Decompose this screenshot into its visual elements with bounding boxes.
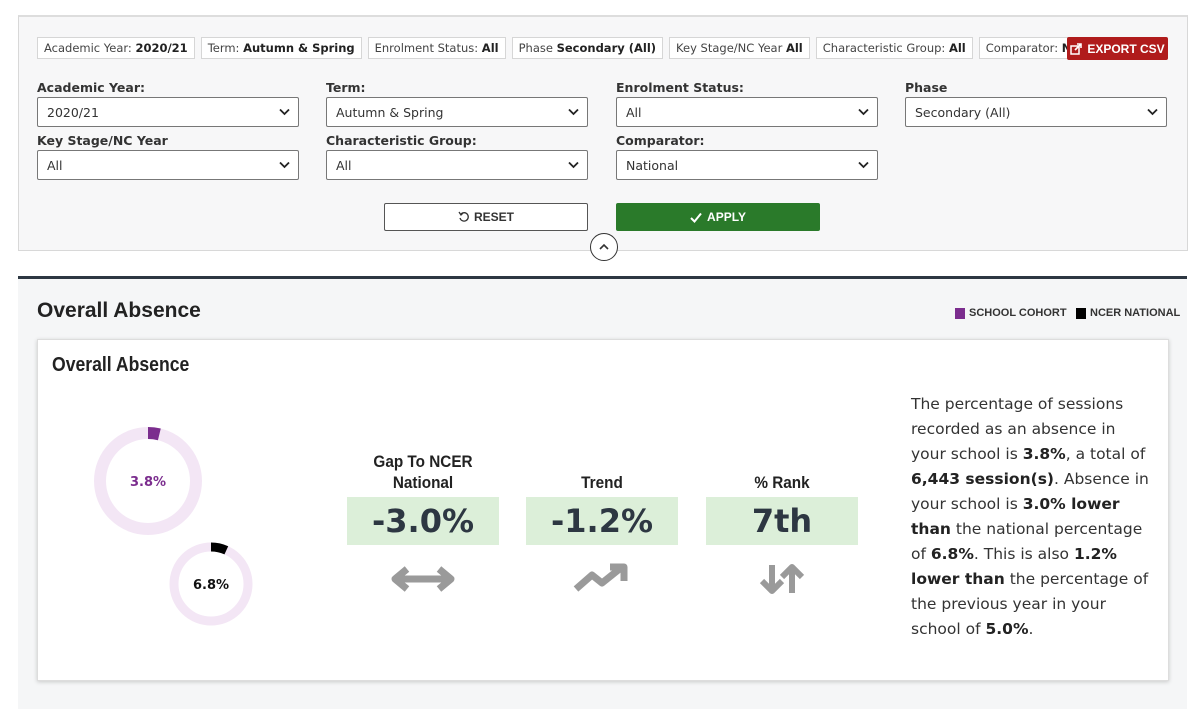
filter-tag-label: Term: <box>207 41 240 55</box>
metric-value: -3.0% <box>347 497 499 545</box>
filter-panel: Academic Year: 2020/21 Term: Autumn & Spr… <box>18 15 1188 261</box>
description-text: 1.2% lower than <box>911 545 1117 588</box>
description-text: the percentage of the previous year in y… <box>911 570 1149 638</box>
filter-select[interactable]: All <box>37 150 299 180</box>
absence-card: Overall Absence 3.8% 6.8% The percentage … <box>37 339 1169 681</box>
filter-select[interactable]: All <box>326 150 588 180</box>
filter-select-value: National <box>626 157 679 173</box>
filter-tag: Academic Year: 2020/21 <box>37 37 195 59</box>
card-title: Overall Absence <box>52 354 190 376</box>
filter-select-value: All <box>47 157 63 173</box>
description-text: The percentage of sessions recorded as a… <box>911 395 1124 463</box>
chevron <box>568 108 579 116</box>
description-text: 5.0% <box>985 620 1029 638</box>
filter-label: Comparator: <box>616 133 705 148</box>
donut-label: 3.8% <box>130 475 166 490</box>
reset-button[interactable]: RESET <box>384 203 588 231</box>
legend-item: NCER NATIONAL <box>1076 307 1180 319</box>
export-label: EXPORT CSV <box>1087 41 1165 56</box>
donut-arc <box>210 542 229 555</box>
legend-label: NCER NATIONAL <box>1090 307 1181 319</box>
filter-tag-label: Comparator: <box>985 41 1059 55</box>
donut-label: 6.8% <box>193 578 229 593</box>
filter-label: Academic Year: <box>37 80 145 95</box>
filter-tag: Term: Autumn & Spring <box>200 37 362 59</box>
legend-label: SCHOOL COHORT <box>969 307 1067 319</box>
filter-tag: Phase Secondary (All) <box>511 37 664 59</box>
metric-value: 7th <box>706 497 858 545</box>
legend-item: SCHOOL COHORT <box>955 307 1067 319</box>
filter-label: Characteristic Group: <box>326 133 477 148</box>
filter-select-value: All <box>336 157 352 173</box>
filter-select[interactable]: All <box>616 97 878 127</box>
filter-tag-value: All <box>785 41 803 55</box>
filter-select[interactable]: 2020/21 <box>37 97 299 127</box>
description-text: the national percentage of <box>911 520 1143 563</box>
description: The percentage of sessions recorded as a… <box>911 392 1151 642</box>
collapse-button[interactable] <box>590 233 618 261</box>
donut-charts: 3.8% 6.8% <box>94 427 253 626</box>
filter-tag-value: All <box>481 41 499 55</box>
metric-label: Gap To NCER National <box>373 452 473 492</box>
metric-value: -1.2% <box>526 497 678 545</box>
filter-tag-label: Enrolment Status: <box>374 41 479 55</box>
description-text: 3.0% lower than <box>911 495 1120 538</box>
description-text: . <box>1028 620 1034 638</box>
filter-tag-value: Autumn & Spring <box>243 41 355 55</box>
export-button[interactable]: EXPORT CSV <box>1067 37 1168 60</box>
legend-swatch <box>1076 307 1086 319</box>
filter-tag-label: Key Stage/NC Year <box>676 41 783 55</box>
filter-label: Phase <box>905 80 948 95</box>
filter-tag-value: All <box>948 41 966 55</box>
export-icon <box>1070 42 1083 55</box>
chevron <box>279 161 290 169</box>
reset-label: RESET <box>473 210 514 224</box>
description-text: 3.8% <box>1022 445 1066 463</box>
filter-select[interactable]: Secondary (All) <box>905 97 1167 127</box>
filter-tag: Characteristic Group: All <box>815 37 973 59</box>
chevron <box>279 108 290 116</box>
filter-select-value: Autumn & Spring <box>336 104 444 120</box>
filter-label: Key Stage/NC Year <box>37 133 168 148</box>
filter-tag: Key Stage/NC Year All <box>669 37 810 59</box>
filter-tag-label: Phase <box>518 41 553 55</box>
filter-select[interactable]: Autumn & Spring <box>326 97 588 127</box>
filter-select-value: All <box>626 104 642 120</box>
description-text: 6,443 session(s) <box>911 470 1055 488</box>
filter-select[interactable]: National <box>616 150 878 180</box>
absence-section: Overall Absence Overall Absence 3.8% 6.8%… <box>18 276 1187 709</box>
apply-button[interactable]: APPLY <box>616 203 820 231</box>
metric-icon <box>573 563 628 592</box>
filter-tags: Academic Year: 2020/21 Term: Autumn & Spr… <box>37 37 1124 59</box>
filter-tag: Enrolment Status: All <box>367 37 506 59</box>
collapse-icon <box>599 243 609 250</box>
description-text: . This is also <box>973 545 1074 563</box>
metric-label: Trend <box>581 473 623 492</box>
chevron <box>568 161 579 169</box>
metric-icon <box>391 566 455 592</box>
metric-icon <box>759 564 805 594</box>
chevron <box>858 161 869 169</box>
donut-arc <box>147 427 161 441</box>
description-text: . Absence in your school is <box>911 470 1149 513</box>
metric-label: % Rank <box>754 473 810 492</box>
filter-tag-value: Secondary (All) <box>556 41 657 55</box>
filter-select-value: Secondary (All) <box>915 104 1011 120</box>
filter-label: Term: <box>326 80 366 95</box>
legend-swatch <box>955 307 965 319</box>
description-text: , a total of <box>1065 445 1146 463</box>
description-text: 6.8% <box>930 545 974 563</box>
filter-tag-label: Academic Year: <box>44 41 132 55</box>
filter-select-value: 2020/21 <box>47 104 99 120</box>
apply-label: APPLY <box>707 210 746 224</box>
section-title: Overall Absence <box>37 299 201 322</box>
filter-label: Enrolment Status: <box>616 80 744 95</box>
filter-tag-value: 2020/21 <box>135 41 188 55</box>
filter-tag-label: Characteristic Group: <box>822 41 946 55</box>
reset-icon <box>458 211 469 222</box>
chevron <box>858 108 869 116</box>
chevron <box>1147 108 1158 116</box>
apply-icon <box>690 212 702 223</box>
